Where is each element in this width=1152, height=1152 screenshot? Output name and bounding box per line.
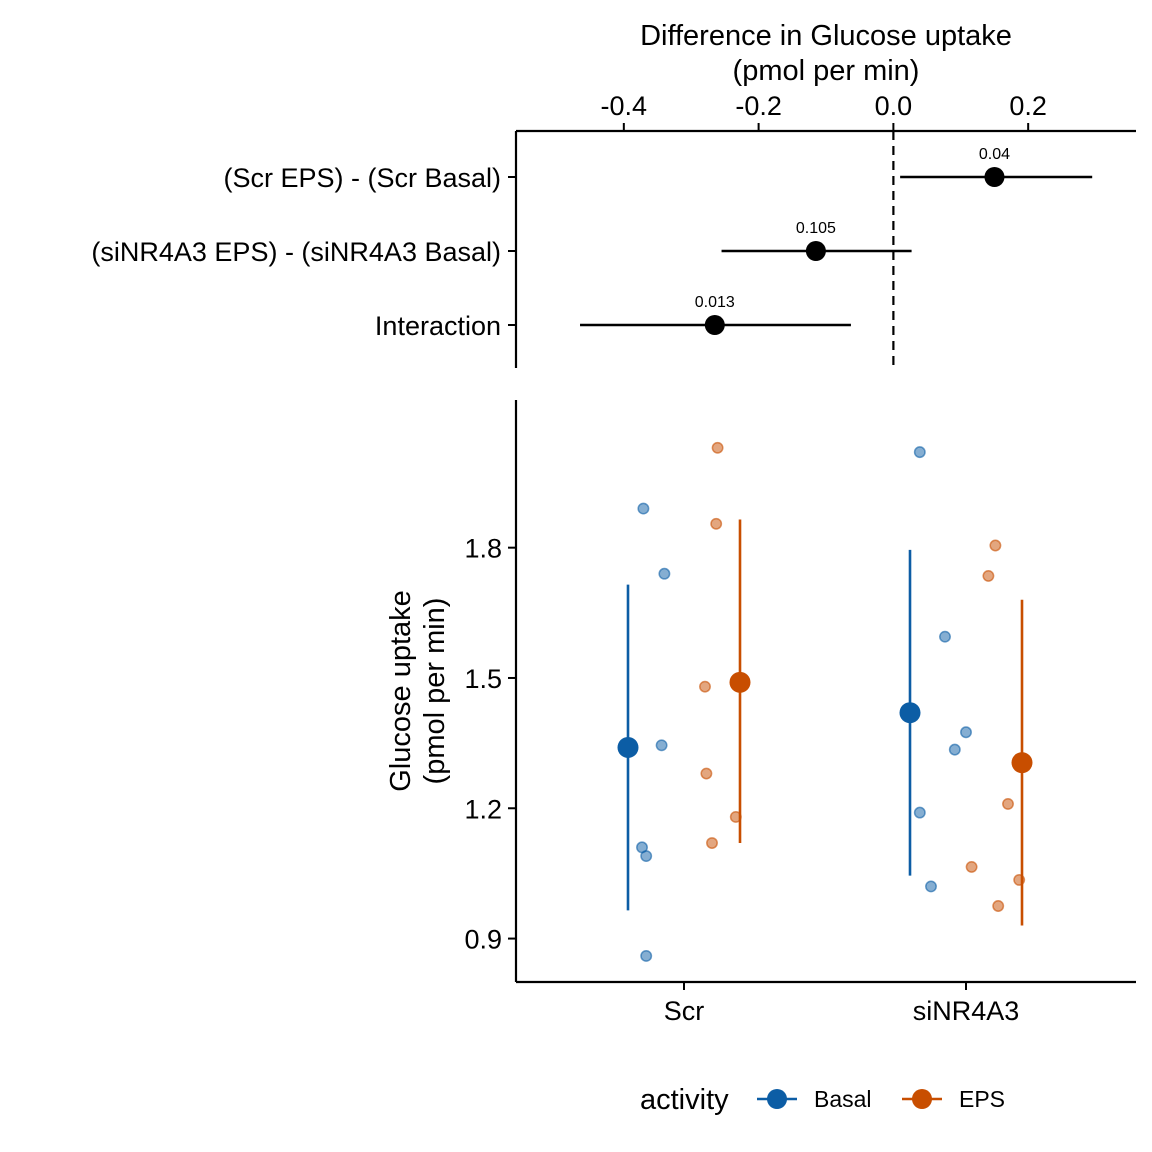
top-x-tick-label: -0.4 [601,91,648,121]
data-point-eps [992,900,1005,912]
estimate-point [984,167,1005,187]
legend-key-point [912,1089,932,1109]
data-point-basal [939,630,951,643]
top-x-tick-label: 0.0 [875,91,913,121]
data-point-eps [711,441,724,454]
summary-mean-eps [729,671,751,693]
data-point-eps [706,837,718,849]
p-value-label: 0.04 [979,146,1010,163]
legend-title: activity [640,1084,729,1116]
p-value-label: 0.105 [796,220,836,237]
bottom-y-axis-title-group: Glucose uptake (pmol per min) [385,590,451,792]
row-label: (Scr EPS) - (Scr Basal) [223,163,501,193]
data-point-eps [700,767,713,780]
bottom-x-tick-label: siNR4A3 [913,996,1020,1026]
data-point-basal [640,850,653,862]
row-label: Interaction [375,311,501,341]
p-value-label: 0.013 [695,294,735,311]
scatter-plot-panel: 0.9 1.2 1.5 1.8 Scr siNR4A3 Glucose uptake (pmo… [385,400,1136,1026]
data-point-basal [960,726,972,739]
data-point-eps [989,539,1002,552]
data-point-eps [1002,797,1014,810]
estimate-point [704,315,725,335]
bottom-y-tick-label: 1.5 [464,664,502,694]
top-x-tick-label: 0.2 [1009,91,1047,121]
top-x-axis-title: Difference in Glucose uptake [640,20,1012,52]
bottom-y-tick-label: 1.8 [464,534,502,564]
legend-label-basal: Basal [814,1086,872,1112]
data-point-eps [699,680,711,693]
estimate-point [805,241,826,261]
data-point-basal [655,739,668,752]
bottom-y-tick-label: 1.2 [464,794,502,824]
data-point-basal [658,567,671,580]
row-label: (siNR4A3 EPS) - (siNR4A3 Basal) [91,237,501,267]
data-point-eps [710,517,723,530]
data-point-basal [913,806,926,819]
legend-label-eps: EPS [959,1086,1005,1112]
data-point-eps [982,569,995,582]
legend: activity Basal EPS [640,1084,1005,1116]
summary-mean-basal [899,702,921,724]
legend-key-point [767,1089,787,1109]
data-point-basal [948,743,961,756]
bottom-y-tick-label: 0.9 [464,925,502,955]
bottom-y-axis-subtitle: (pmol per min) [419,598,451,785]
top-x-axis-subtitle: (pmol per min) [733,55,920,87]
bottom-y-axis-title: Glucose uptake [385,590,417,792]
forest-plot-panel: -0.4 -0.2 0.0 0.2 Difference in Glucose upta… [91,20,1136,368]
data-point-basal [925,880,937,893]
top-x-tick-label: -0.2 [735,91,782,121]
summary-mean-eps [1011,752,1033,774]
bottom-x-tick-label: Scr [664,996,705,1026]
summary-mean-basal [617,736,639,758]
data-point-eps [965,860,978,873]
data-point-basal [913,446,926,459]
data-point-basal [637,502,650,515]
data-point-basal [640,949,653,962]
